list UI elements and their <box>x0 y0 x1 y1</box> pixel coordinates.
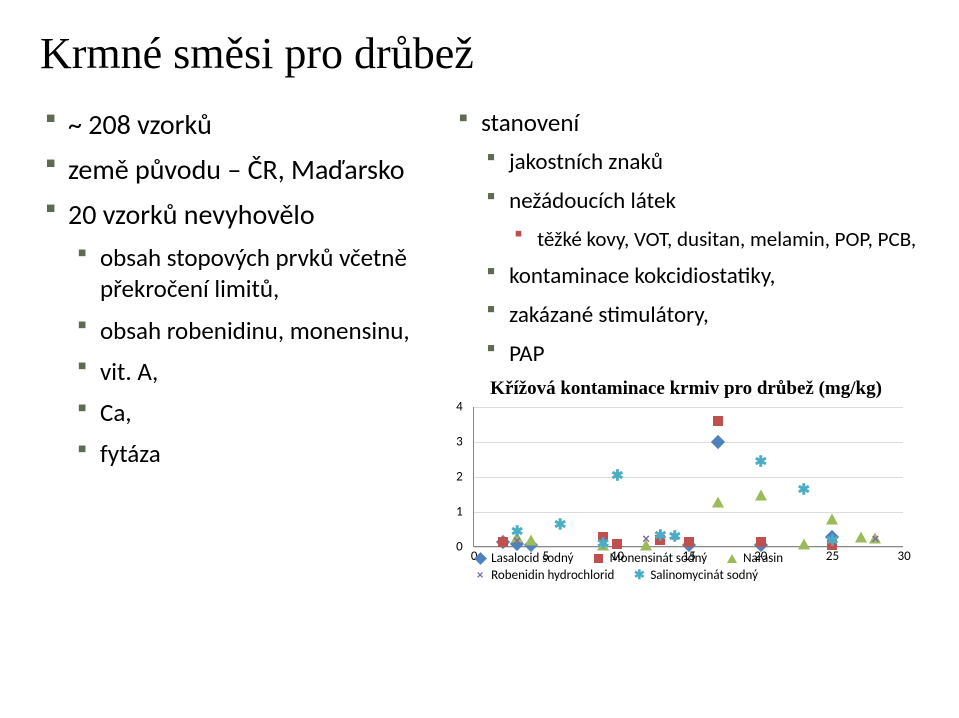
chart-xtick: 5 <box>542 549 549 564</box>
bullet-left: fytáza <box>72 438 443 469</box>
chart-xtick: 25 <box>826 549 839 564</box>
chart-point: ✱ <box>654 529 667 544</box>
chart-ytick: 4 <box>456 400 463 415</box>
chart-point <box>711 435 725 449</box>
chart-ytick: 3 <box>456 435 463 450</box>
bullet-right: stanovení <box>453 107 919 138</box>
bullet-left: Ca, <box>72 397 443 428</box>
slide-title: Krmné směsi pro drůbež <box>40 28 919 79</box>
legend-marker: ✱ <box>632 569 646 583</box>
columns: ~ 208 vzorkůzemě původu – ČR, Maďarsko20… <box>40 107 919 585</box>
chart-point <box>712 496 724 507</box>
legend-marker: × <box>473 569 487 583</box>
right-bullets: stanovení jakostních znaků nežádoucích lát… <box>453 107 919 368</box>
legend-marker <box>725 552 739 566</box>
bullet-right: PAP <box>481 340 919 369</box>
chart-point <box>684 537 694 547</box>
chart-point <box>755 489 767 500</box>
bullet-left: vit. A, <box>72 356 443 387</box>
bullet-right: kontaminace kokcidiostatiky, <box>481 262 919 291</box>
chart-point: ✱ <box>611 470 624 485</box>
chart-point <box>498 537 508 547</box>
chart-title: Křížová kontaminace krmiv pro drůbež (mg… <box>453 378 919 401</box>
chart-point <box>826 514 838 525</box>
chart-xtick: 10 <box>611 549 624 564</box>
chart-point: ✱ <box>754 456 767 471</box>
chart-point <box>855 531 867 542</box>
chart: Křížová kontaminace krmiv pro drůbež (mg… <box>453 378 919 585</box>
legend-item: Lasalocid sodný <box>473 551 573 566</box>
bullet-right: zakázané stimulátory, <box>481 301 919 330</box>
chart-gridline <box>474 442 903 443</box>
chart-ytick: 0 <box>456 540 463 555</box>
bullet-left: 20 vzorků nevyhovělo <box>40 197 443 232</box>
bullet-left: země původu – ČR, Maďarsko <box>40 152 443 187</box>
chart-plot: 01234051015202530××××✱✱✱✱✱✱✱✱✱ <box>473 407 903 547</box>
chart-gridline <box>474 407 903 408</box>
legend-item: × Robenidin hydrochlorid <box>473 568 614 583</box>
chart-point: × <box>872 533 879 548</box>
legend-label: Robenidin hydrochlorid <box>491 568 614 583</box>
legend-label: Lasalocid sodný <box>491 551 573 566</box>
legend-item: ✱ Salinomycinát sodný <box>632 568 758 583</box>
bullet-right: jakostních znaků <box>481 148 919 177</box>
chart-gridline <box>474 512 903 513</box>
chart-point <box>525 535 537 546</box>
bullet-left: obsah robenidinu, monensinu, <box>72 315 443 346</box>
slide: Krmné směsi pro drůbež ~ 208 vzorků země … <box>0 0 959 605</box>
bullet-right: nežádoucích látek <box>481 187 919 216</box>
chart-point: ✱ <box>797 484 810 499</box>
chart-area: 01234051015202530××××✱✱✱✱✱✱✱✱✱ Lasalocid… <box>453 407 919 585</box>
chart-legend: Lasalocid sodnýMonensinát sodnýNarasin×R… <box>473 551 919 585</box>
bullet-right: těžké kovy, VOT, dusitan, melamin, POP, … <box>509 226 919 252</box>
chart-point: ✱ <box>597 538 610 553</box>
chart-xtick: 30 <box>898 549 911 564</box>
bullet-left: ~ 208 vzorků <box>40 107 443 142</box>
left-column: ~ 208 vzorků země původu – ČR, Maďarsko 20… <box>40 107 453 585</box>
chart-point <box>612 539 622 549</box>
bullet-left: obsah stopových prvků včetně překročení … <box>72 242 443 305</box>
chart-ytick: 2 <box>456 470 463 485</box>
left-bullets: ~ 208 vzorků země původu – ČR, Maďarsko 20… <box>40 107 443 470</box>
chart-point <box>798 538 810 549</box>
chart-point <box>713 416 723 426</box>
chart-point: ✱ <box>554 519 567 534</box>
chart-point: ✱ <box>826 534 839 549</box>
legend-label: Salinomycinát sodný <box>650 568 758 583</box>
chart-gridline <box>474 477 903 478</box>
chart-point: ✱ <box>511 526 524 541</box>
chart-point <box>756 537 766 547</box>
chart-ytick: 1 <box>456 505 463 520</box>
right-column: stanovení jakostních znaků nežádoucích lát… <box>453 107 919 585</box>
chart-point: ✱ <box>668 531 681 546</box>
chart-point: × <box>642 533 649 548</box>
